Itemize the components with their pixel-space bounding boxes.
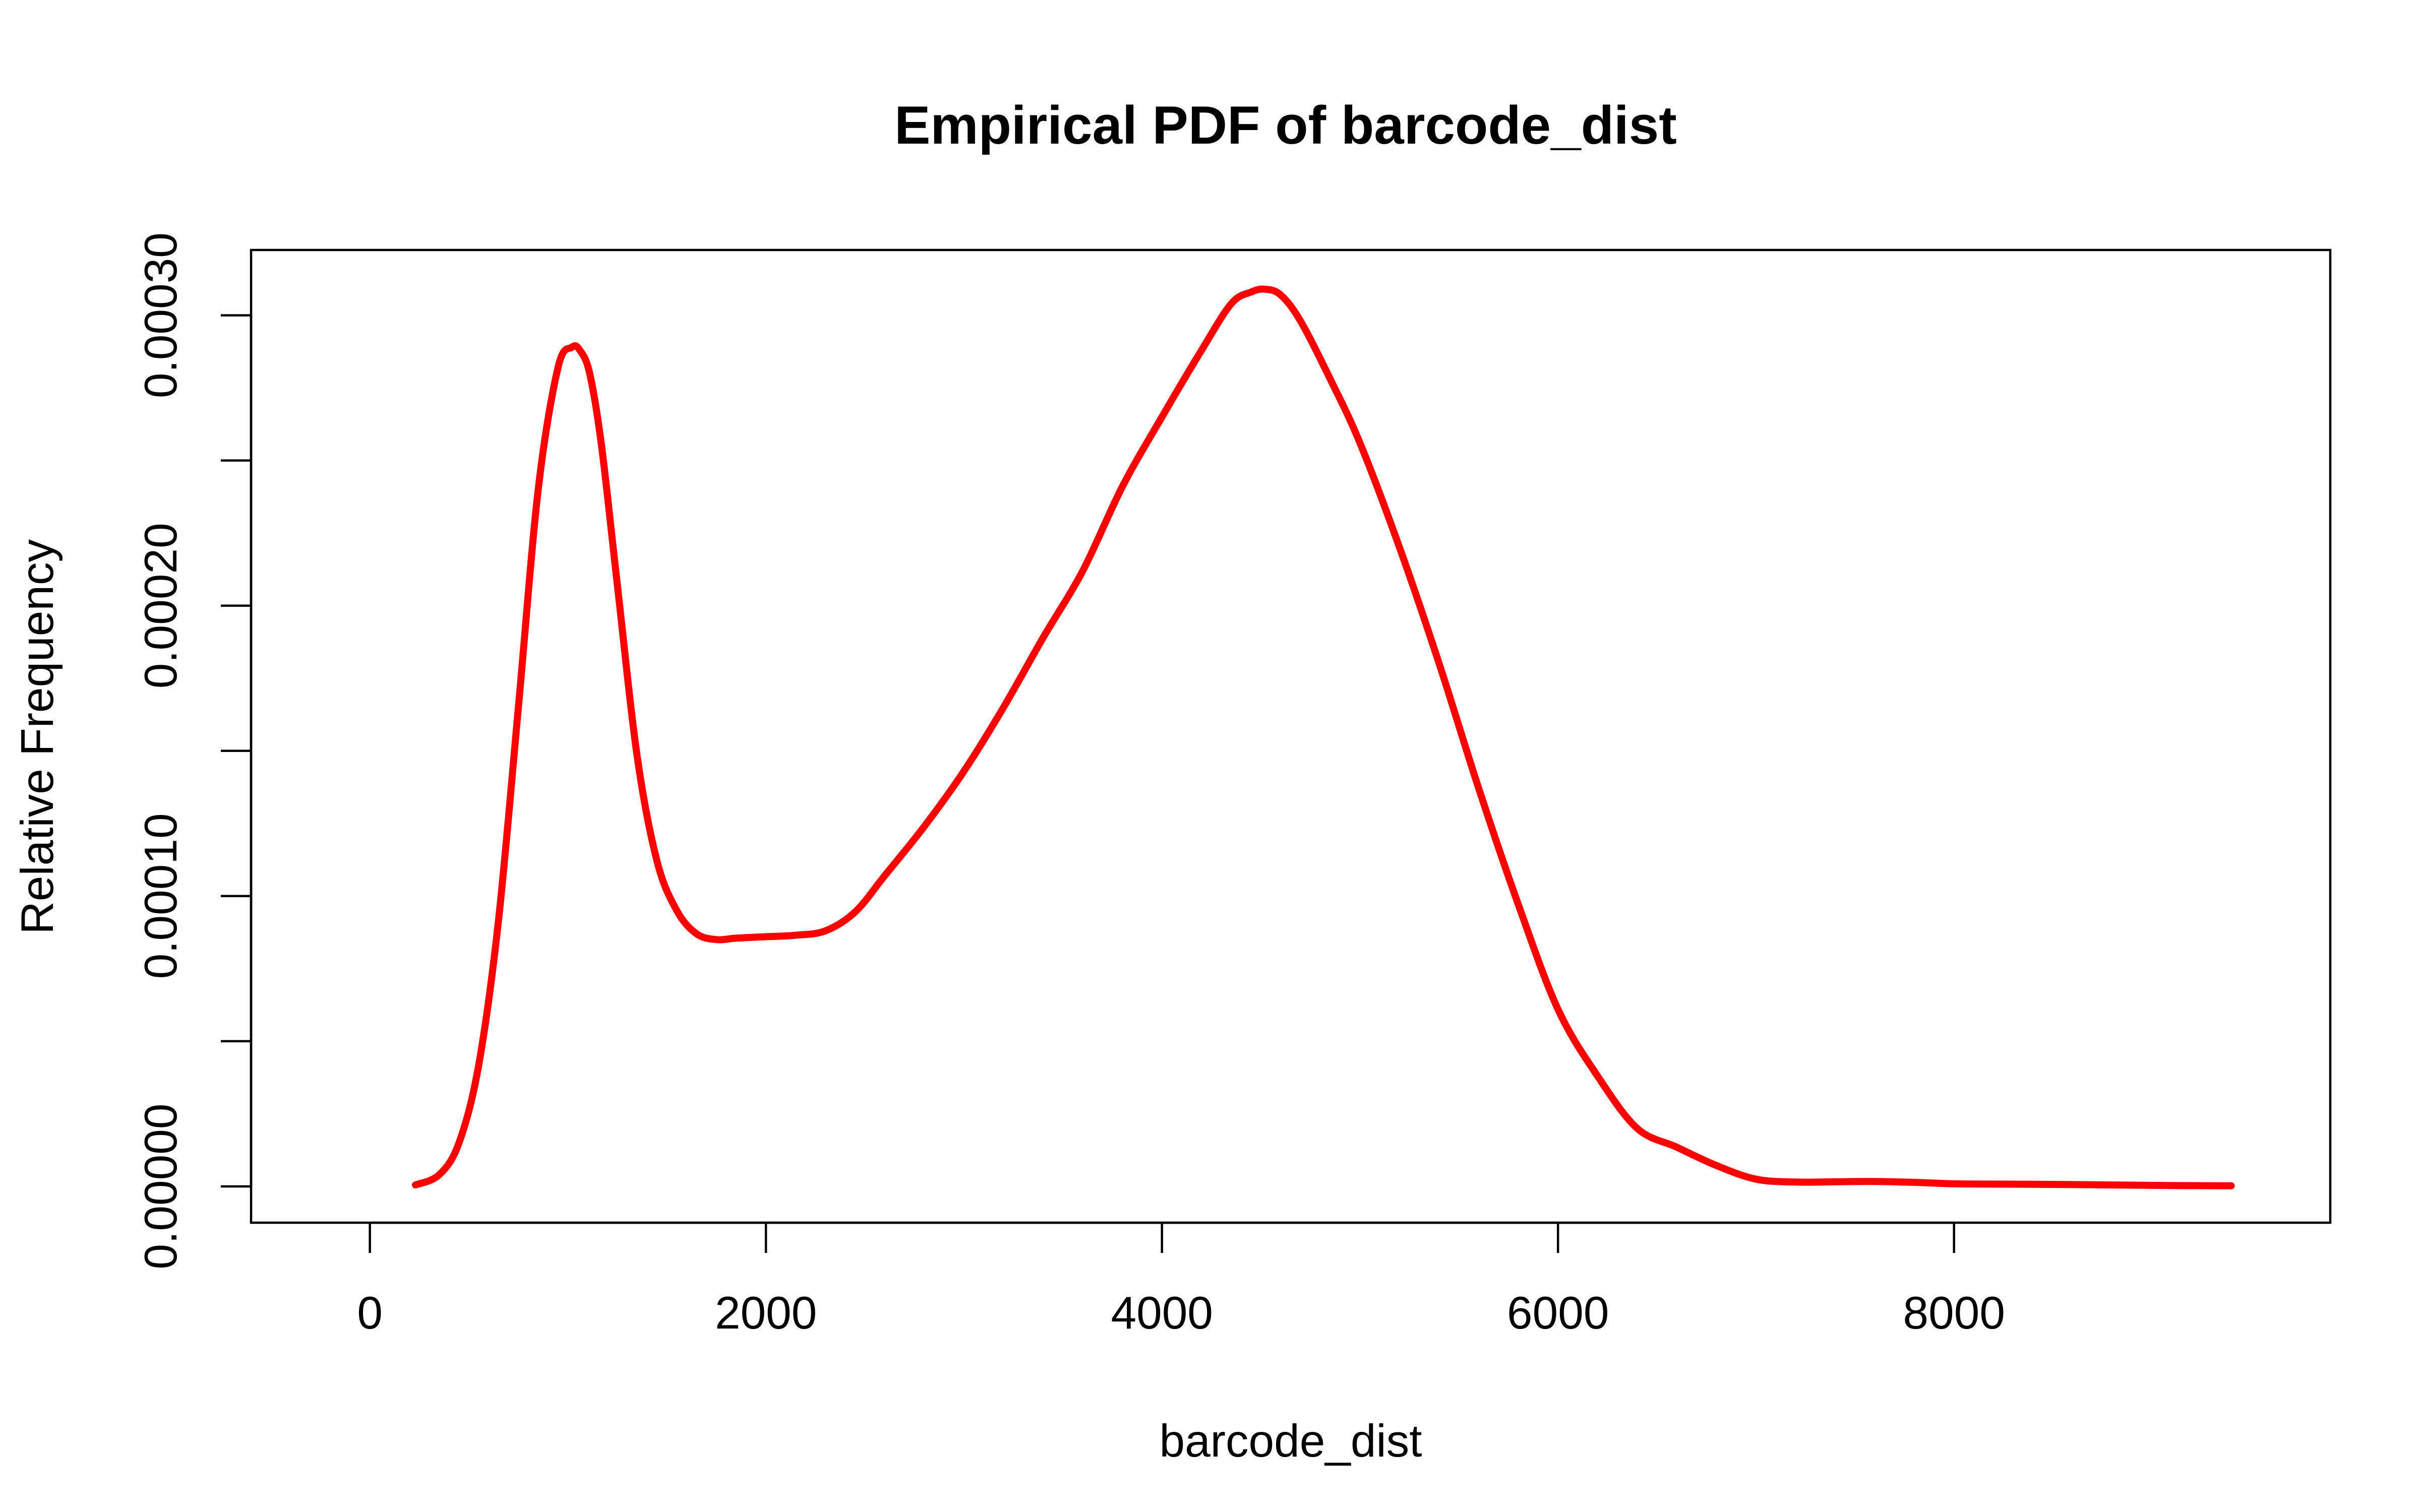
y-tick-label: 0.00000 [136,1104,187,1270]
density-curve [412,285,2235,1189]
y-tick-label: 0.00030 [136,232,187,398]
x-tick-label: 2000 [715,1288,817,1339]
plot-frame [250,248,2332,1224]
y-axis: 0.00000 0.00010 0.00020 0.00030 [136,232,253,1270]
x-tick-label: 0 [357,1288,383,1339]
x-axis: 0 2000 4000 6000 8000 [357,1221,2005,1339]
y-tick-label: 0.00010 [136,813,187,979]
chart-title: Empirical PDF of barcode_dist [894,95,1677,155]
y-axis-label: Relative Frequency [12,539,63,934]
y-tick-label: 0.00020 [136,523,187,688]
x-tick-label: 4000 [1111,1288,1213,1339]
x-tick-label: 8000 [1903,1288,2005,1339]
x-tick-label: 6000 [1507,1288,1609,1339]
x-axis-label: barcode_dist [1159,1416,1422,1467]
